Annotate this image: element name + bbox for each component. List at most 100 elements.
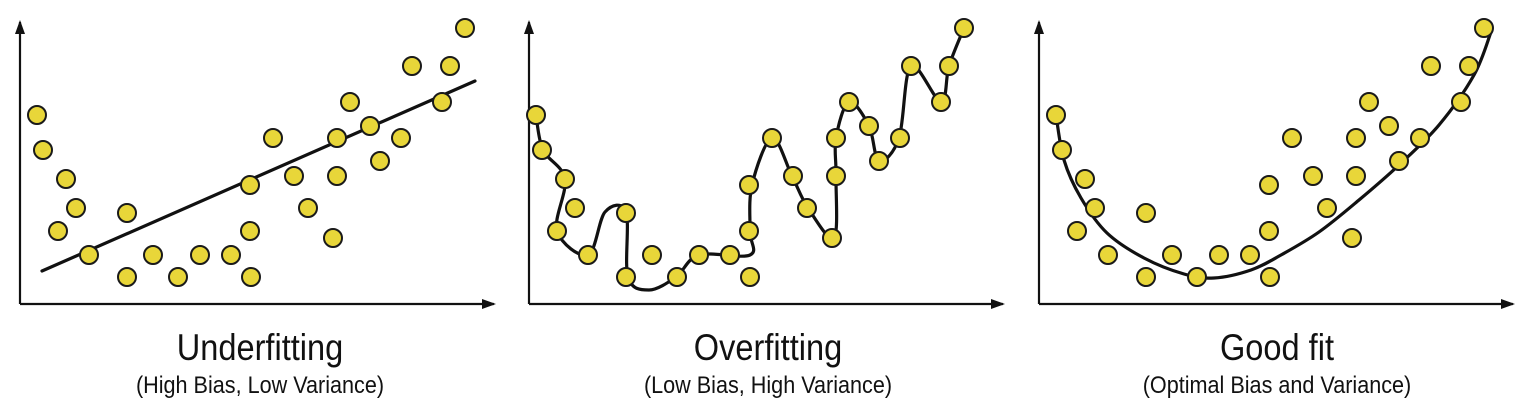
data-point — [190, 245, 210, 265]
data-point — [1046, 105, 1066, 125]
data-point — [143, 245, 163, 265]
data-point — [1379, 116, 1399, 136]
data-point — [1187, 267, 1207, 287]
data-point — [616, 203, 636, 223]
data-point — [117, 267, 137, 287]
panel-subtitle-overfitting: (Low Bias, High Variance) — [643, 372, 893, 399]
data-point — [391, 128, 411, 148]
data-point — [826, 128, 846, 148]
panel-overfitting — [524, 18, 1005, 309]
data-point — [221, 245, 241, 265]
data-point — [298, 198, 318, 218]
data-point — [1085, 198, 1105, 218]
data-point — [432, 92, 452, 112]
data-point — [797, 198, 817, 218]
data-point — [1342, 228, 1362, 248]
data-point — [240, 175, 260, 195]
data-point — [370, 151, 390, 171]
data-point — [360, 116, 380, 136]
data-point — [1459, 56, 1479, 76]
data-point — [1282, 128, 1302, 148]
panel-title-good-fit: Good fit — [1219, 327, 1335, 368]
data-point — [667, 267, 687, 287]
panel-underfitting — [15, 18, 496, 309]
data-point — [1421, 56, 1441, 76]
data-point — [1359, 92, 1379, 112]
data-point — [783, 166, 803, 186]
data-point — [1389, 151, 1409, 171]
data-point — [1317, 198, 1337, 218]
data-point — [839, 92, 859, 112]
caption-overfitting: Overfitting (Low Bias, High Variance) — [568, 328, 968, 400]
data-point — [739, 221, 759, 241]
panel-subtitle-good-fit: (Optimal Bias and Variance) — [1142, 372, 1412, 399]
data-point — [739, 175, 759, 195]
data-point — [240, 221, 260, 241]
data-point — [66, 198, 86, 218]
data-point — [954, 18, 974, 38]
data-point — [826, 166, 846, 186]
panel-title-underfitting: Underfitting — [176, 327, 344, 368]
data-point — [323, 228, 343, 248]
data-point — [1303, 166, 1323, 186]
data-point — [48, 221, 68, 241]
data-point — [33, 140, 53, 160]
data-point — [578, 245, 598, 265]
data-point — [1410, 128, 1430, 148]
data-point — [455, 18, 475, 38]
data-point — [939, 56, 959, 76]
data-point — [901, 56, 921, 76]
caption-underfitting: Underfitting (High Bias, Low Variance) — [60, 328, 460, 400]
data-point — [740, 267, 760, 287]
data-point — [27, 105, 47, 125]
data-point — [1451, 92, 1471, 112]
data-point — [1346, 166, 1366, 186]
panel-title-overfitting: Overfitting — [693, 327, 843, 368]
data-point — [402, 56, 422, 76]
data-point — [859, 116, 879, 136]
panel-good-fit — [1034, 18, 1515, 309]
data-point — [1260, 267, 1280, 287]
data-point — [1136, 203, 1156, 223]
data-point — [931, 92, 951, 112]
data-point — [1259, 175, 1279, 195]
data-point — [1052, 140, 1072, 160]
data-point — [56, 169, 76, 189]
data-point — [327, 128, 347, 148]
data-point — [1209, 245, 1229, 265]
data-point — [168, 267, 188, 287]
data-point — [555, 169, 575, 189]
data-point — [1162, 245, 1182, 265]
data-point — [241, 267, 261, 287]
data-point — [762, 128, 782, 148]
data-point — [1098, 245, 1118, 265]
data-point — [1075, 169, 1095, 189]
data-point — [616, 267, 636, 287]
data-point — [869, 151, 889, 171]
data-point — [327, 166, 347, 186]
fit-curve — [40, 79, 477, 273]
data-point — [340, 92, 360, 112]
data-point — [1136, 267, 1156, 287]
data-point — [720, 245, 740, 265]
data-point — [1346, 128, 1366, 148]
data-point — [263, 128, 283, 148]
data-point — [532, 140, 552, 160]
caption-good-fit: Good fit (Optimal Bias and Variance) — [1077, 328, 1477, 400]
data-point — [79, 245, 99, 265]
data-point — [689, 245, 709, 265]
data-point — [284, 166, 304, 186]
data-point — [117, 203, 137, 223]
data-point — [1474, 18, 1494, 38]
data-point — [822, 228, 842, 248]
data-point — [1067, 221, 1087, 241]
panel-subtitle-underfitting: (High Bias, Low Variance) — [135, 372, 385, 399]
data-point — [890, 128, 910, 148]
data-point — [642, 245, 662, 265]
data-point — [526, 105, 546, 125]
data-point — [547, 221, 567, 241]
fit-curve — [534, 26, 966, 292]
data-point — [440, 56, 460, 76]
data-point — [1259, 221, 1279, 241]
